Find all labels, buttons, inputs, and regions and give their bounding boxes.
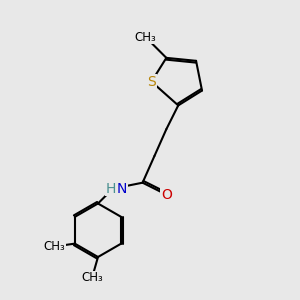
Text: N: N [116, 182, 127, 196]
Text: CH₃: CH₃ [81, 271, 103, 284]
Text: H: H [106, 182, 116, 196]
Text: S: S [147, 75, 156, 88]
Text: CH₃: CH₃ [135, 31, 156, 44]
Text: O: O [161, 188, 172, 202]
Text: CH₃: CH₃ [43, 240, 65, 253]
